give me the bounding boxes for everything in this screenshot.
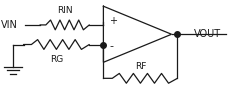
Text: RG: RG [50, 55, 63, 64]
Text: RF: RF [135, 62, 146, 71]
Text: +: + [109, 16, 117, 26]
Text: -: - [109, 41, 113, 51]
Text: VIN: VIN [1, 20, 18, 30]
Text: VOUT: VOUT [194, 29, 221, 39]
Text: RIN: RIN [57, 6, 72, 15]
